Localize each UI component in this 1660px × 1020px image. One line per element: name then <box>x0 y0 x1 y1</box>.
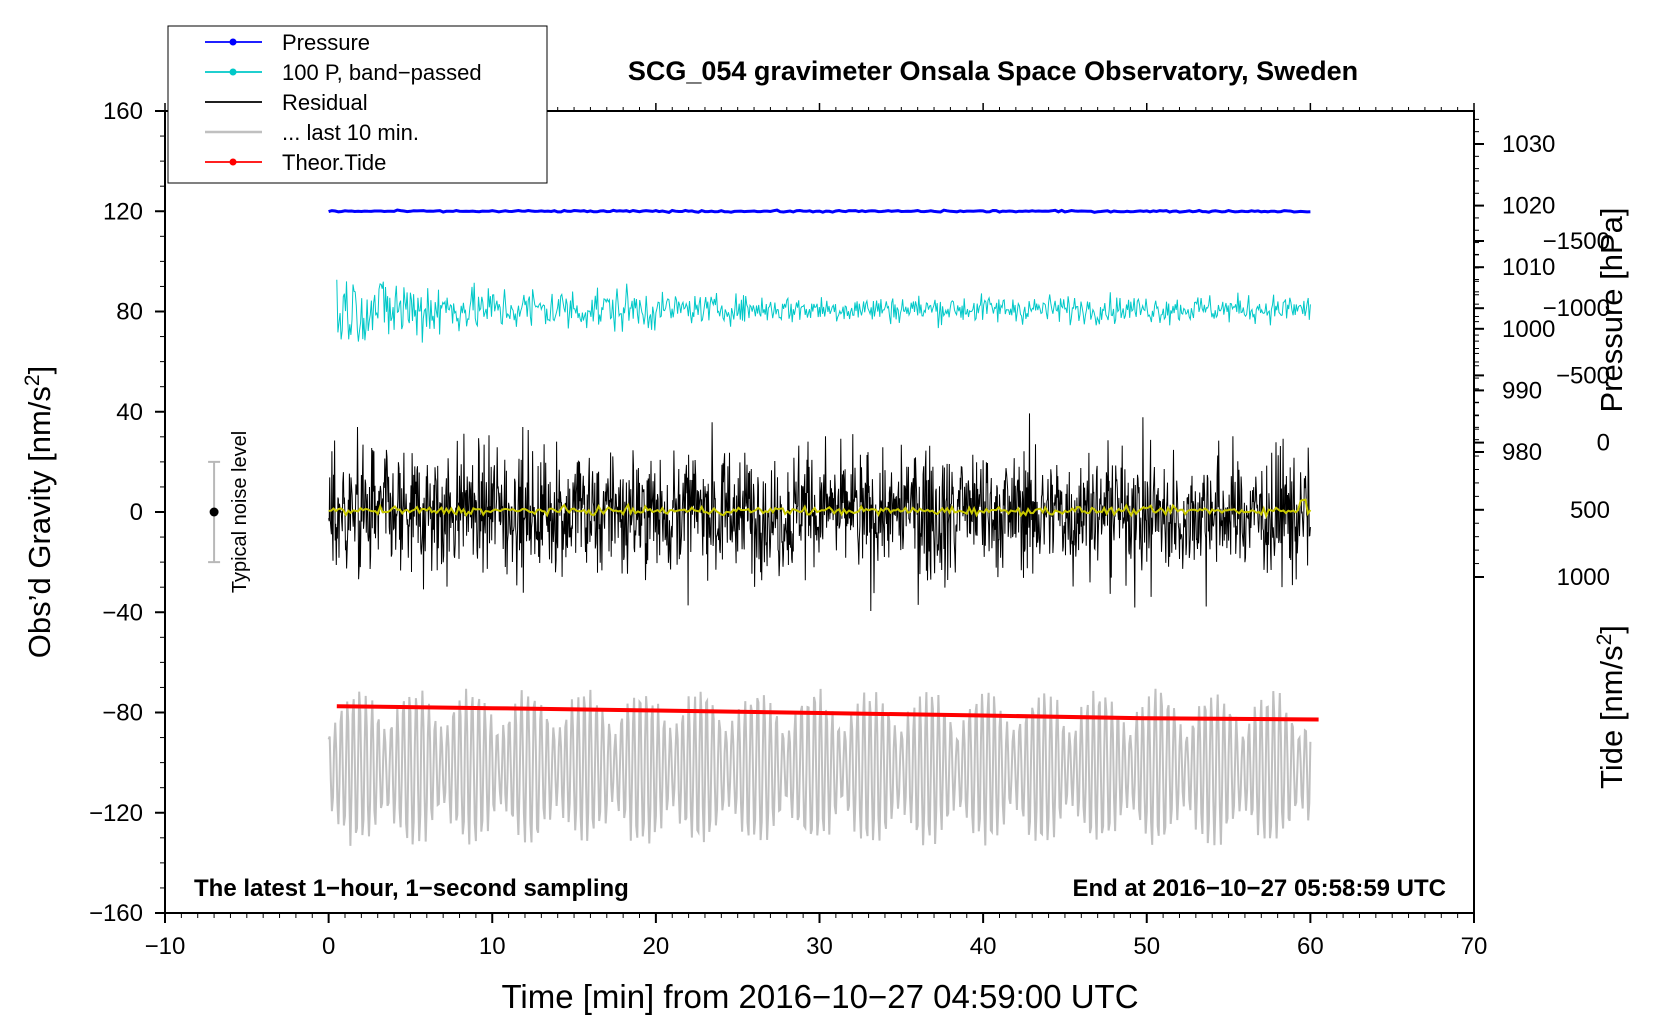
tide-tick-label: −500 <box>1556 362 1610 389</box>
y-axis-label-gravity-superscript: 2 <box>21 374 44 386</box>
y-tick-label: −120 <box>89 800 143 827</box>
axis-ticks: −10 0 10 20 30 40 50 60 70−160−120−80−4004080120… <box>89 98 1610 960</box>
y-tick-label: −160 <box>89 900 143 927</box>
y-tick-label: 120 <box>103 198 143 225</box>
x-tick-label: 10 <box>479 933 506 960</box>
pressure-tick-label: 980 <box>1502 439 1542 466</box>
y-tick-label: −80 <box>102 700 143 727</box>
x-tick-label: 40 <box>970 933 997 960</box>
pressure-tick-label: 1020 <box>1502 193 1555 220</box>
x-tick-label: 50 <box>1133 933 1160 960</box>
legend-marker <box>229 68 237 76</box>
series-residual <box>328 413 1311 612</box>
y-axis-label-pressure: Pressure [hPa] <box>1594 207 1629 412</box>
pressure-tick-label: 1010 <box>1502 254 1555 281</box>
x-tick-label: 60 <box>1297 933 1324 960</box>
legend-label: 100 P, band−passed <box>282 60 482 85</box>
series-band-passed-pressure <box>336 279 1311 343</box>
x-tick-label: −10 <box>145 933 186 960</box>
y-tick-label: 160 <box>103 98 143 125</box>
legend-marker <box>229 158 237 166</box>
y-axis-label-tide-superscript: 2 <box>1593 634 1616 646</box>
x-tick-label: 70 <box>1461 933 1488 960</box>
legend-label: Residual <box>282 90 368 115</box>
legend-marker <box>229 38 237 46</box>
y-tick-label: 0 <box>130 499 143 526</box>
series-pressure <box>328 208 1311 214</box>
pressure-tick-label: 1000 <box>1502 316 1555 343</box>
y-tick-label: −40 <box>102 599 143 626</box>
series-theoretical-tide <box>336 704 1319 722</box>
legend-label: Pressure <box>282 30 370 55</box>
series-layer <box>208 208 1319 846</box>
legend-label: Theor.Tide <box>282 150 386 175</box>
tide-tick-label: −1000 <box>1543 295 1610 322</box>
pressure-tick-label: 1030 <box>1502 131 1555 158</box>
series-last-10-min <box>327 688 1312 846</box>
annotation-right: End at 2016−10−27 05:58:59 UTC <box>1072 875 1446 902</box>
tide-tick-label: 1000 <box>1557 564 1610 591</box>
noise-bar-point <box>209 507 219 517</box>
x-axis-label: Time [min] from 2016−10−27 04:59:00 UTC <box>501 978 1138 1015</box>
legend-label: ... last 10 min. <box>282 120 419 145</box>
tide-tick-label: 0 <box>1597 430 1610 457</box>
y-axis-label-gravity: Obs’d Gravity [nm/s2] <box>21 366 58 659</box>
y-axis-label-tide: Tide [nm/s2] <box>1593 625 1630 789</box>
x-tick-label: 20 <box>643 933 670 960</box>
x-tick-label: 0 <box>322 933 335 960</box>
series-residual-smoothed <box>328 498 1312 519</box>
noise-level-label: Typical noise level <box>229 431 251 593</box>
chart-title: SCG_054 gravimeter Onsala Space Observat… <box>628 56 1358 86</box>
plot-frame <box>164 110 1475 914</box>
x-tick-label: 30 <box>806 933 833 960</box>
legend-box <box>167 25 548 184</box>
legend: Pressure 100 P, band−passed Residual ... la… <box>167 25 548 184</box>
tide-tick-label: −1500 <box>1543 228 1610 255</box>
y-tick-label: 80 <box>116 299 143 326</box>
y-tick-label: 40 <box>116 399 143 426</box>
annotation-left: The latest 1−hour, 1−second sampling <box>194 875 629 902</box>
pressure-tick-label: 990 <box>1502 377 1542 404</box>
tide-tick-label: 500 <box>1570 497 1610 524</box>
